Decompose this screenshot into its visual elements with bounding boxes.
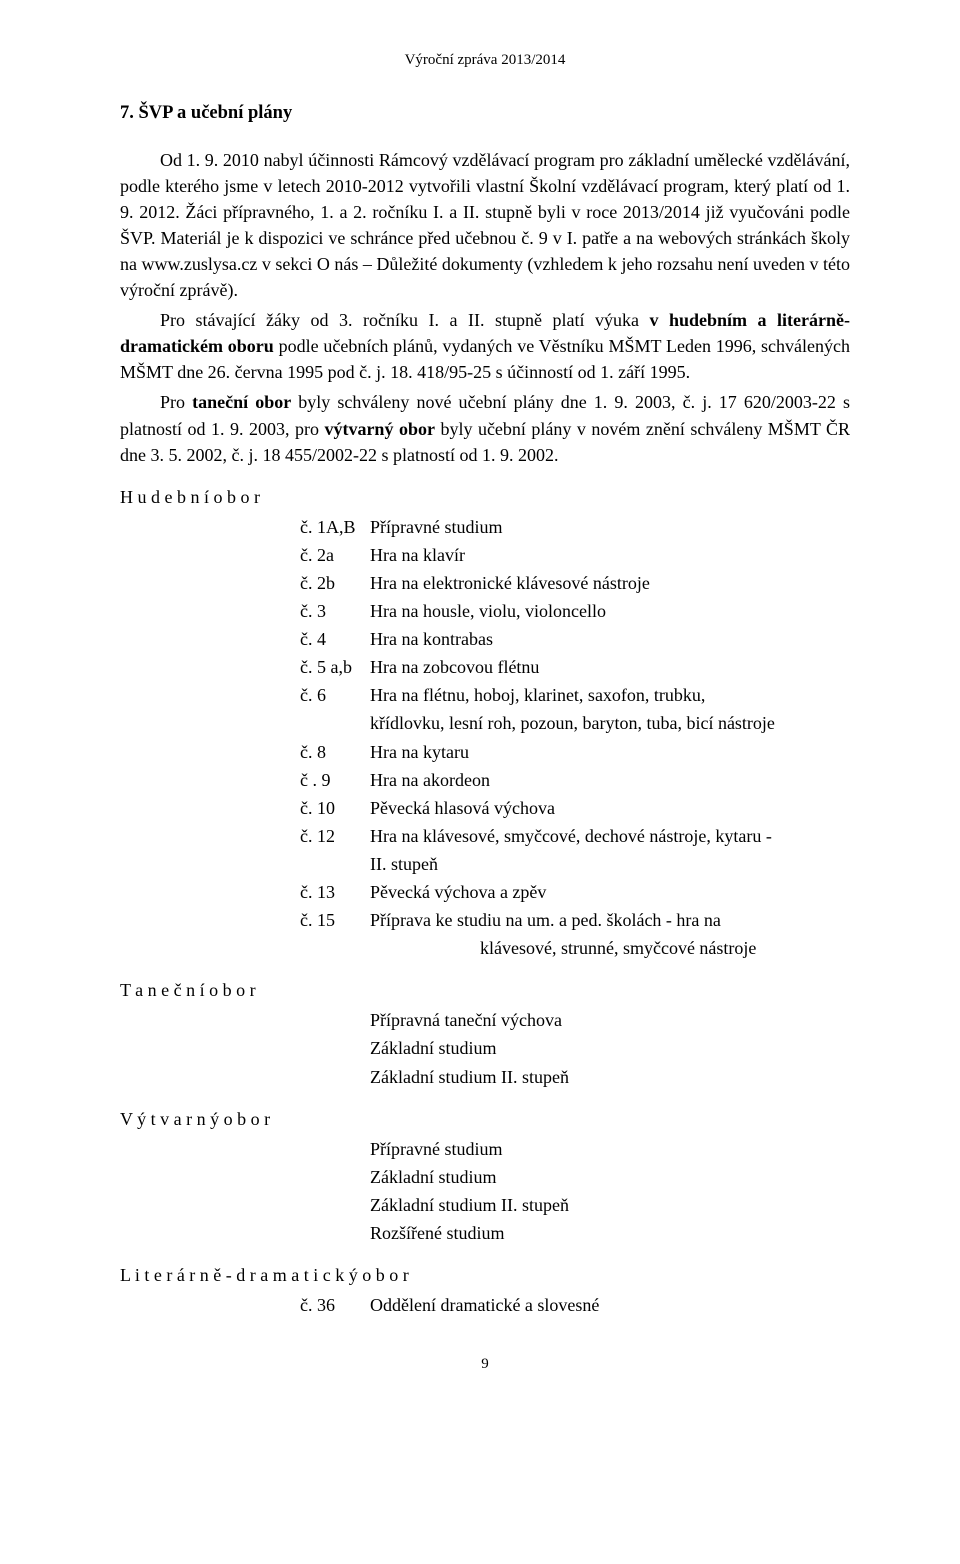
p3-bold1: taneční obor: [192, 392, 291, 412]
item-code: č. 8: [300, 739, 370, 765]
list-item: č. 3Hra na housle, violu, violoncello: [120, 598, 850, 624]
list-item: Základní studium II. stupeň: [120, 1064, 850, 1090]
item-text: Základní studium II. stupeň: [370, 1192, 850, 1218]
p2-pre: Pro stávající žáky od 3. ročníku I. a II…: [160, 310, 649, 330]
document-page: Výroční zpráva 2013/2014 7. ŠVP a učební…: [0, 0, 960, 1564]
obor-tanecni-label: T a n e č n í o b o r: [120, 977, 850, 1003]
item-code: č. 6: [300, 682, 370, 708]
item-code: [300, 1007, 370, 1033]
list-item: č. 36Oddělení dramatické a slovesné: [120, 1292, 850, 1318]
item-code: [300, 1035, 370, 1061]
item-code: [300, 1220, 370, 1246]
list-item: Základní studium: [120, 1035, 850, 1061]
list-item: Základní studium II. stupeň: [120, 1192, 850, 1218]
item-code: č. 36: [300, 1292, 370, 1318]
list-item: č. 4Hra na kontrabas: [120, 626, 850, 652]
item-text: Hra na flétnu, hoboj, klarinet, saxofon,…: [370, 682, 850, 708]
item-code: č. 10: [300, 795, 370, 821]
item-code: [300, 1064, 370, 1090]
list-item: klávesové, strunné, smyčcové nástroje: [120, 935, 850, 961]
item-text: Oddělení dramatické a slovesné: [370, 1292, 850, 1318]
document-header: Výroční zpráva 2013/2014: [120, 50, 850, 72]
item-text: křídlovku, lesní roh, pozoun, baryton, t…: [370, 710, 850, 736]
item-code: č. 3: [300, 598, 370, 624]
page-number: 9: [120, 1354, 850, 1376]
item-code: č. 5 a,b: [300, 654, 370, 680]
item-code: č. 12: [300, 823, 370, 849]
item-text: Příprava ke studiu na um. a ped. školách…: [370, 907, 850, 933]
list-item: č. 13Pěvecká výchova a zpěv: [120, 879, 850, 905]
paragraph-1: Od 1. 9. 2010 nabyl účinnosti Rámcový vz…: [120, 147, 850, 304]
item-text: Hra na klavír: [370, 542, 850, 568]
list-item: č. 2bHra na elektronické klávesové nástr…: [120, 570, 850, 596]
list-item: č. 10Pěvecká hlasová výchova: [120, 795, 850, 821]
item-text: Základní studium II. stupeň: [370, 1064, 850, 1090]
paragraph-2: Pro stávající žáky od 3. ročníku I. a II…: [120, 307, 850, 385]
item-text: Hra na zobcovou flétnu: [370, 654, 850, 680]
section-title: 7. ŠVP a učební plány: [120, 100, 850, 127]
item-code: č. 15: [300, 907, 370, 933]
list-item: č. 8Hra na kytaru: [120, 739, 850, 765]
item-code: [300, 1136, 370, 1162]
list-item: č. 5 a,bHra na zobcovou flétnu: [120, 654, 850, 680]
list-item: křídlovku, lesní roh, pozoun, baryton, t…: [120, 710, 850, 736]
p3-bold2: výtvarný obor: [324, 419, 435, 439]
item-text: Přípravná taneční výchova: [370, 1007, 850, 1033]
item-code: č. 2a: [300, 542, 370, 568]
item-text: klávesové, strunné, smyčcové nástroje: [370, 935, 850, 961]
item-code: č . 9: [300, 767, 370, 793]
item-code: č. 13: [300, 879, 370, 905]
item-code: [300, 851, 370, 877]
item-text: Hra na elektronické klávesové nástroje: [370, 570, 850, 596]
list-item: II. stupeň: [120, 851, 850, 877]
item-text: Hra na akordeon: [370, 767, 850, 793]
list-item: č. 12Hra na klávesové, smyčcové, dechové…: [120, 823, 850, 849]
obor-litdram-label: L i t e r á r n ě - d r a m a t i c k ý …: [120, 1262, 850, 1288]
item-text: Základní studium: [370, 1164, 850, 1190]
item-text: Hra na klávesové, smyčcové, dechové nást…: [370, 823, 850, 849]
list-item: Přípravná taneční výchova: [120, 1007, 850, 1033]
item-code: [300, 935, 370, 961]
list-item: č. 1A,BPřípravné studium: [120, 514, 850, 540]
list-item: č. 2aHra na klavír: [120, 542, 850, 568]
item-text: Hra na kontrabas: [370, 626, 850, 652]
list-item: Základní studium: [120, 1164, 850, 1190]
item-text: Základní studium: [370, 1035, 850, 1061]
list-item: Přípravné studium: [120, 1136, 850, 1162]
item-text: Přípravné studium: [370, 1136, 850, 1162]
item-text: Hra na housle, violu, violoncello: [370, 598, 850, 624]
item-code: [300, 710, 370, 736]
item-code: [300, 1164, 370, 1190]
item-code: č. 4: [300, 626, 370, 652]
item-code: [300, 1192, 370, 1218]
item-text: Pěvecká výchova a zpěv: [370, 879, 850, 905]
p3-pre: Pro: [160, 392, 192, 412]
obor-hudebni-label: H u d e b n í o b o r: [120, 484, 850, 510]
item-text: Hra na kytaru: [370, 739, 850, 765]
list-item: č. 6Hra na flétnu, hoboj, klarinet, saxo…: [120, 682, 850, 708]
list-item: Rozšířené studium: [120, 1220, 850, 1246]
item-code: č. 1A,B: [300, 514, 370, 540]
item-text: Přípravné studium: [370, 514, 850, 540]
obor-vytvarny-label: V ý t v a r n ý o b o r: [120, 1106, 850, 1132]
list-item: č. 15Příprava ke studiu na um. a ped. šk…: [120, 907, 850, 933]
item-text: II. stupeň: [370, 851, 850, 877]
item-code: č. 2b: [300, 570, 370, 596]
item-text: Pěvecká hlasová výchova: [370, 795, 850, 821]
list-item: č . 9Hra na akordeon: [120, 767, 850, 793]
paragraph-3: Pro taneční obor byly schváleny nové uče…: [120, 389, 850, 467]
item-text: Rozšířené studium: [370, 1220, 850, 1246]
